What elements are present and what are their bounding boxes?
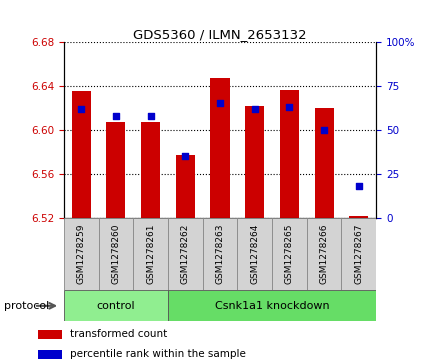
Bar [245,106,264,218]
Bar [307,218,341,290]
Bar [38,330,62,339]
Point [356,183,363,189]
Bar [133,218,168,290]
Bar [315,108,334,218]
Title: GDS5360 / ILMN_2653132: GDS5360 / ILMN_2653132 [133,28,307,41]
Bar [349,216,368,218]
Bar [272,218,307,290]
Bar [203,218,237,290]
Bar [64,218,99,290]
Text: GSM1278266: GSM1278266 [319,224,329,284]
Text: GSM1278264: GSM1278264 [250,224,259,284]
Text: GSM1278267: GSM1278267 [354,224,363,284]
Bar [176,155,195,218]
Point [112,113,119,119]
Text: GSM1278265: GSM1278265 [285,224,294,284]
Text: GSM1278262: GSM1278262 [181,224,190,284]
Text: GSM1278263: GSM1278263 [216,224,224,284]
Bar [72,91,91,218]
Text: GSM1278260: GSM1278260 [111,224,121,284]
Text: Csnk1a1 knockdown: Csnk1a1 knockdown [215,301,330,311]
Bar [64,290,168,321]
Text: control: control [96,301,135,311]
Bar [280,90,299,218]
Point [216,101,224,106]
Bar [168,218,203,290]
Bar [168,290,376,321]
Point [77,106,84,111]
Point [182,153,189,159]
Bar [341,218,376,290]
Bar [106,122,125,218]
Text: GSM1278259: GSM1278259 [77,224,86,284]
Bar [141,122,160,218]
Bar [38,350,62,359]
Point [147,113,154,119]
Text: transformed count: transformed count [70,329,167,339]
Text: percentile rank within the sample: percentile rank within the sample [70,349,246,359]
Text: GSM1278261: GSM1278261 [146,224,155,284]
Bar [210,78,230,218]
Text: protocol: protocol [4,301,50,311]
Point [251,106,258,111]
Point [321,127,328,132]
Bar [99,218,133,290]
Bar [237,218,272,290]
Point [286,104,293,110]
